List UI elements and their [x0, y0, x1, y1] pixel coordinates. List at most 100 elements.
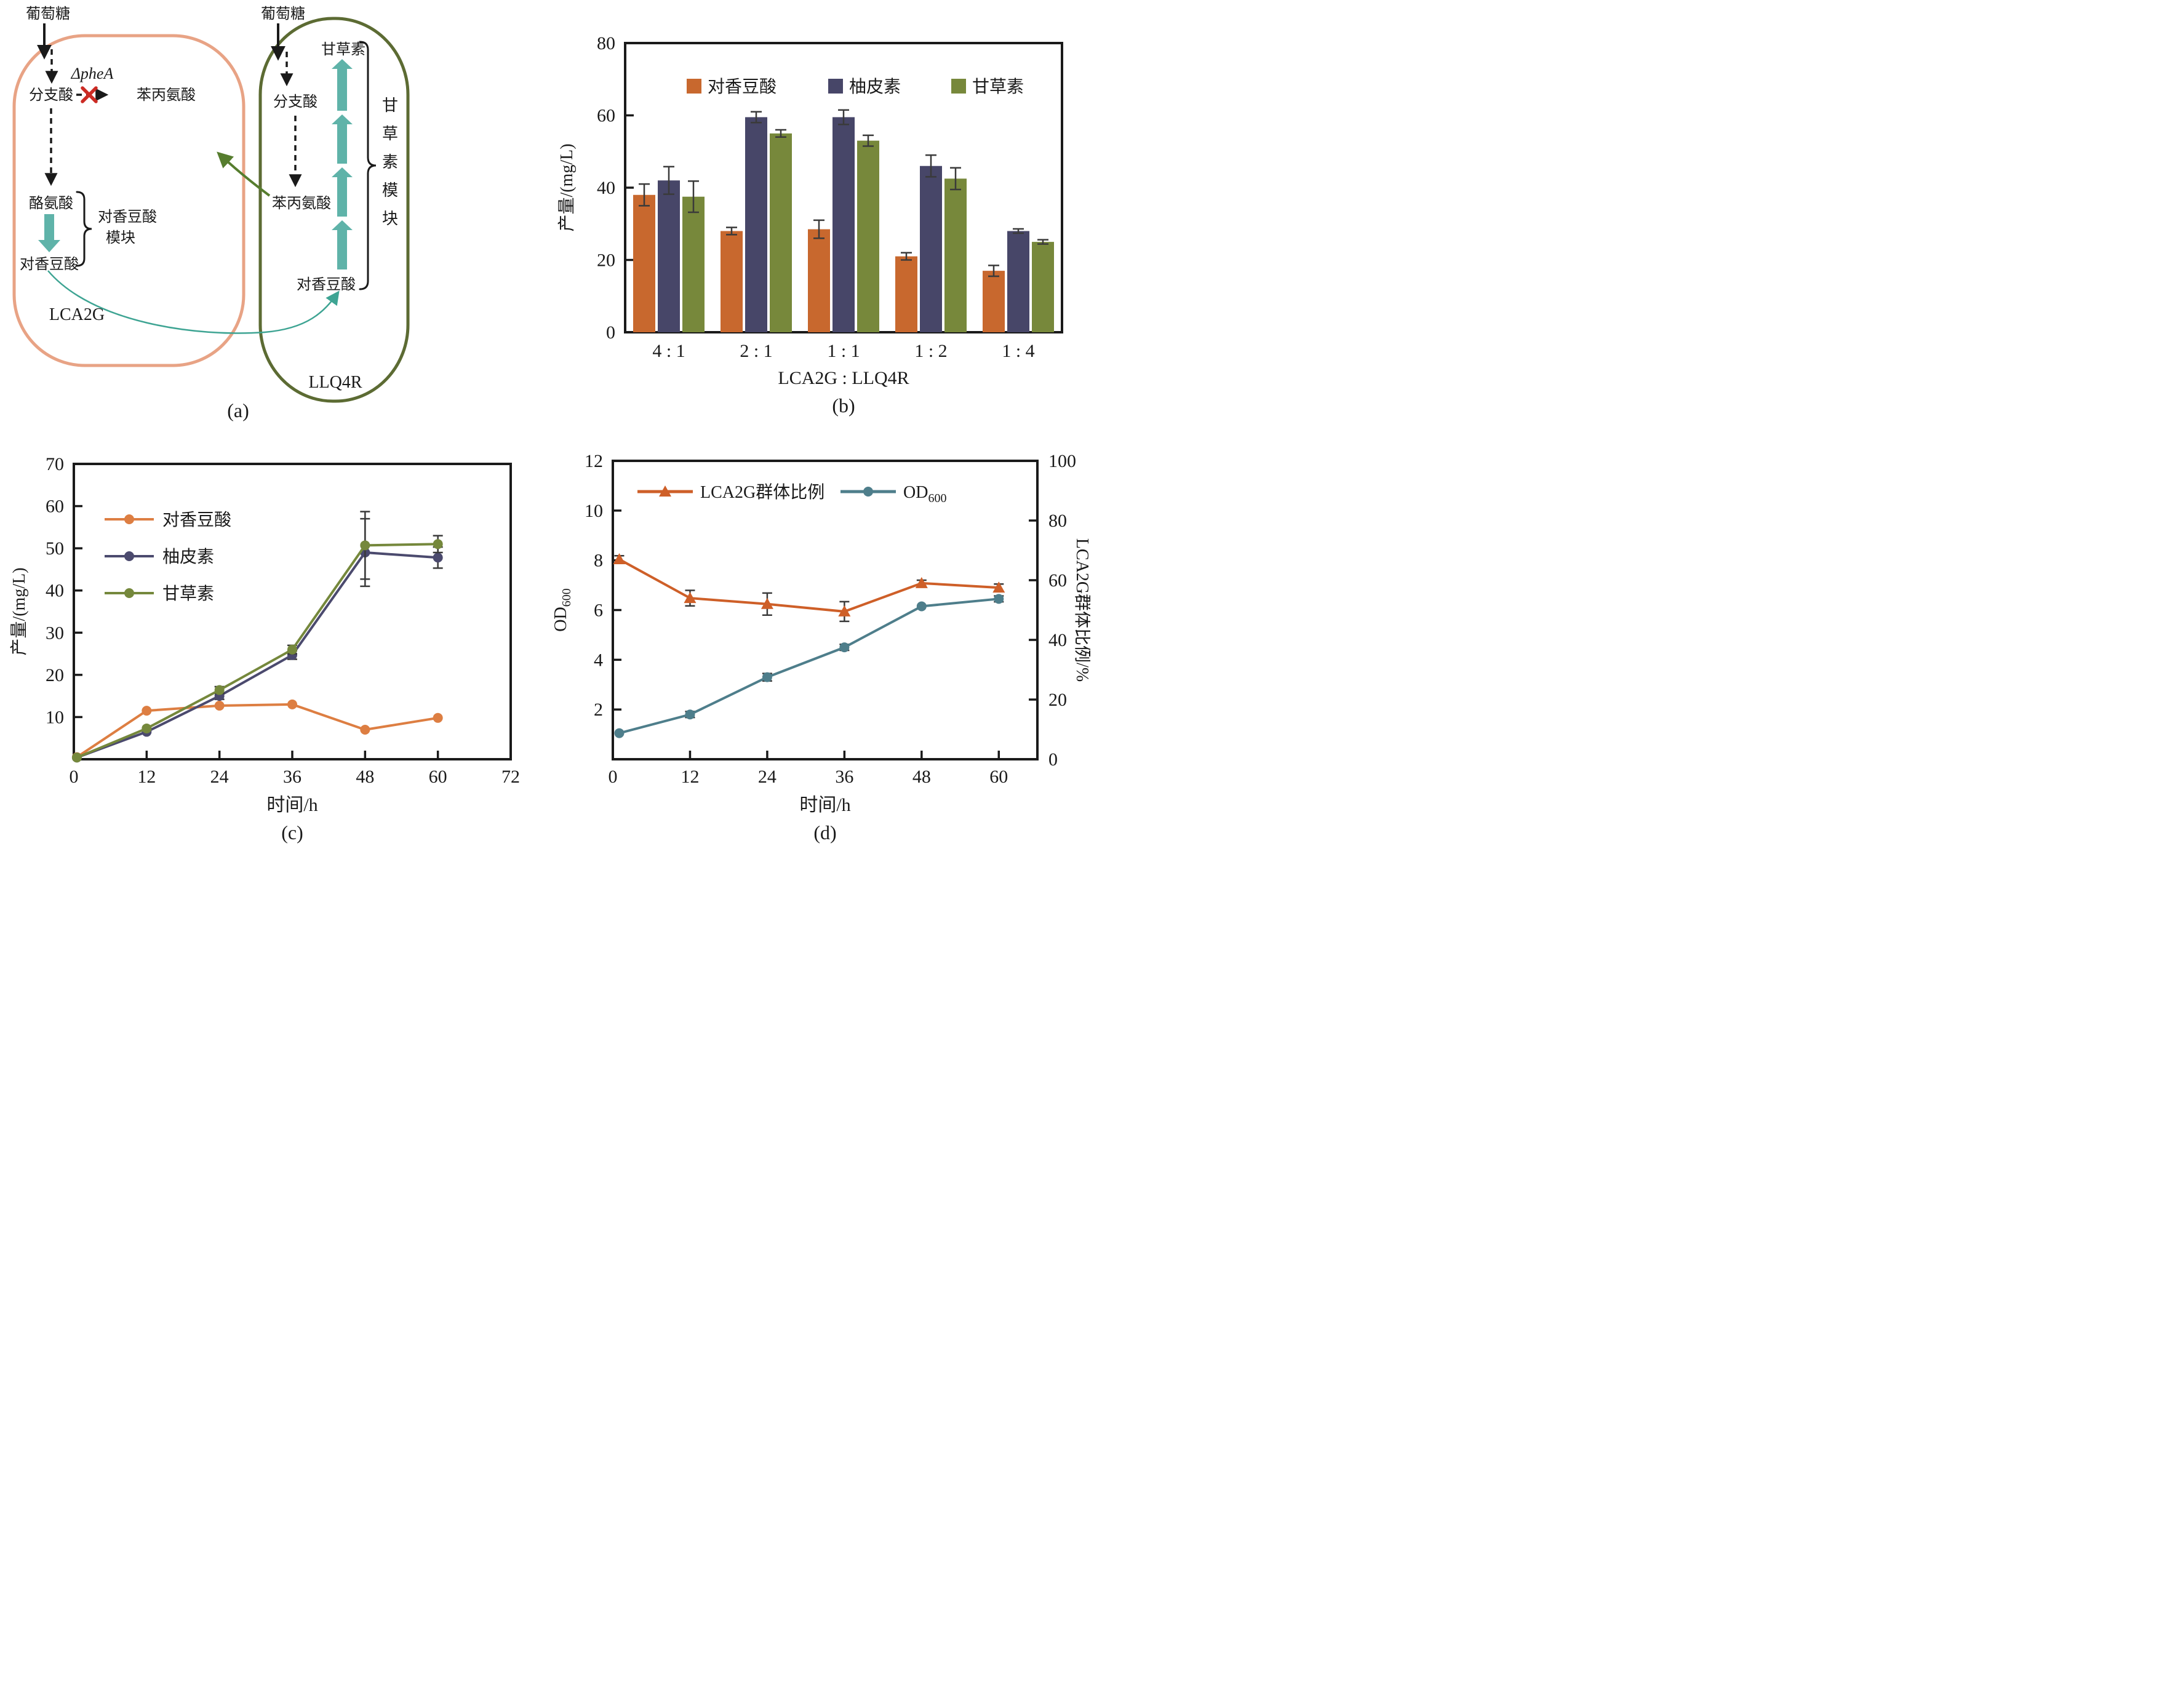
- legend-label: 甘草素: [162, 584, 214, 604]
- x-tick-label: 0: [609, 767, 618, 787]
- left-y-tick-label: 12: [585, 451, 603, 471]
- lca2g-strain-name: LCA2G: [49, 305, 105, 324]
- x-tick-label: 36: [835, 767, 853, 787]
- circle-marker: [142, 723, 152, 733]
- x-tick-label: 24: [758, 767, 777, 787]
- right-y-axis-label: LCA2G群体比例/%: [1072, 538, 1090, 682]
- triangle-marker: [659, 485, 671, 497]
- circle-marker: [994, 594, 1004, 604]
- panel-d-caption: (d): [813, 821, 836, 844]
- module-block-arrow-4: [332, 220, 353, 269]
- bar-对香豆酸: [983, 271, 1005, 332]
- coumaric-right-label: 对香豆酸: [297, 276, 356, 293]
- circle-marker: [863, 487, 873, 497]
- x-tick-label: 48: [356, 767, 374, 787]
- panel-a-pathway-diagram: 葡萄糖 葡萄糖 分支酸 ΔpheA 苯丙氨酸 酪氨酸 对香豆酸 对香豆酸 模块 …: [12, 6, 410, 421]
- x-category-label: 1 : 1: [827, 341, 860, 361]
- line-OD600: [618, 597, 999, 735]
- llq4r-strain-name: LLQ4R: [308, 373, 362, 392]
- left-y-tick-label: 8: [594, 551, 603, 571]
- left-y-tick-label: 6: [594, 601, 603, 621]
- y-tick-label: 80: [597, 33, 615, 54]
- circle-marker: [214, 700, 225, 711]
- y-tick-label: 0: [606, 322, 615, 343]
- left-y-tick-label: 10: [585, 501, 603, 521]
- legend-label: 对香豆酸: [162, 510, 231, 530]
- left-y-tick-label: 4: [594, 650, 603, 670]
- right-y-tick-label: 60: [1048, 570, 1067, 591]
- x-tick-label: 36: [283, 767, 301, 787]
- liquiritigenin-label: 甘草素: [321, 41, 365, 58]
- module-block-arrow-1: [332, 59, 353, 111]
- line-甘草素: [76, 543, 438, 759]
- left-y-tick-label: 2: [594, 700, 603, 720]
- line-柚皮素: [76, 551, 438, 759]
- coumaric-transfer-arrow: [47, 270, 340, 334]
- module-block-arrow-2: [332, 114, 353, 164]
- triangle-marker: [838, 605, 851, 617]
- x-category-label: 2 : 1: [740, 341, 772, 361]
- y-axis-label: 产量/(mg/L): [557, 143, 577, 231]
- chorismate-left-label: 分支酸: [29, 87, 73, 103]
- legend-label: 柚皮素: [162, 547, 214, 567]
- circle-marker: [214, 685, 225, 695]
- chorismate-right-label: 分支酸: [273, 94, 317, 110]
- x-category-label: 1 : 2: [914, 341, 947, 361]
- right-y-tick-label: 20: [1048, 690, 1067, 710]
- x-tick-label: 0: [70, 767, 79, 787]
- circle-marker: [124, 514, 134, 524]
- legend-label: 柚皮素: [849, 77, 901, 97]
- bar-柚皮素: [1007, 231, 1029, 332]
- x-tick-label: 60: [989, 767, 1008, 787]
- y-tick-label: 70: [46, 454, 64, 474]
- llq4r-cell-membrane: [258, 17, 410, 403]
- panel-b-bar-chart: 0 20 40 60 80 产量/(mg/L) 4 : 1 2 : 1 1 : 1 1 : 2 1 …: [557, 33, 1063, 417]
- coumaric-module-label-line1: 对香豆酸: [98, 209, 157, 225]
- circle-marker: [71, 752, 82, 763]
- x-axis-label: 时间/h: [266, 795, 317, 815]
- y-tick-label: 10: [46, 707, 64, 727]
- right-y-tick-label: 100: [1048, 451, 1076, 471]
- tyrosine-label: 酪氨酸: [29, 195, 73, 212]
- bar-甘草素: [682, 196, 705, 332]
- x-axis-label: LCA2G : LLQ4R: [778, 368, 909, 388]
- circle-marker: [287, 644, 297, 655]
- right-y-tick-label: 0: [1048, 749, 1058, 770]
- circle-marker: [360, 540, 370, 551]
- y-tick-label: 30: [46, 623, 64, 643]
- y-tick-label: 40: [46, 581, 64, 601]
- y-tick-label: 60: [46, 497, 64, 517]
- bar-甘草素: [1032, 242, 1054, 332]
- circle-marker: [839, 642, 850, 653]
- legend-label: 甘草素: [972, 77, 1024, 97]
- legend-label: LCA2G群体比例: [700, 482, 824, 502]
- triangle-marker: [613, 553, 626, 565]
- bar-对香豆酸: [895, 256, 917, 332]
- bar-柚皮素: [920, 166, 942, 332]
- circle-marker: [762, 672, 772, 682]
- phenylalanine-left-label: 苯丙氨酸: [137, 87, 196, 103]
- bar-甘草素: [770, 133, 792, 332]
- circle-marker: [614, 728, 625, 738]
- triangle-marker: [684, 592, 697, 604]
- module-block-arrow-3: [332, 167, 353, 217]
- coumaric-module-label-line2: 模块: [106, 229, 135, 246]
- bar-甘草素: [857, 140, 879, 332]
- y-tick-label: 60: [597, 106, 615, 126]
- x-tick-label: 60: [429, 767, 447, 787]
- coumaric-module-brace: [76, 191, 92, 267]
- bar-对香豆酸: [721, 231, 743, 332]
- right-y-tick-label: 80: [1048, 511, 1067, 531]
- triangle-marker: [992, 581, 1005, 593]
- x-tick-label: 24: [210, 767, 229, 787]
- legend-label: OD600: [903, 483, 946, 505]
- circle-marker: [124, 588, 134, 598]
- phenylalanine-transfer-arrow: [217, 151, 271, 197]
- knockout-x-icon: [81, 86, 98, 103]
- circle-marker: [287, 699, 297, 709]
- y-tick-label: 20: [597, 250, 615, 271]
- circle-marker: [433, 553, 443, 563]
- panel-b-caption: (b): [832, 394, 855, 417]
- x-tick-label: 72: [501, 767, 520, 787]
